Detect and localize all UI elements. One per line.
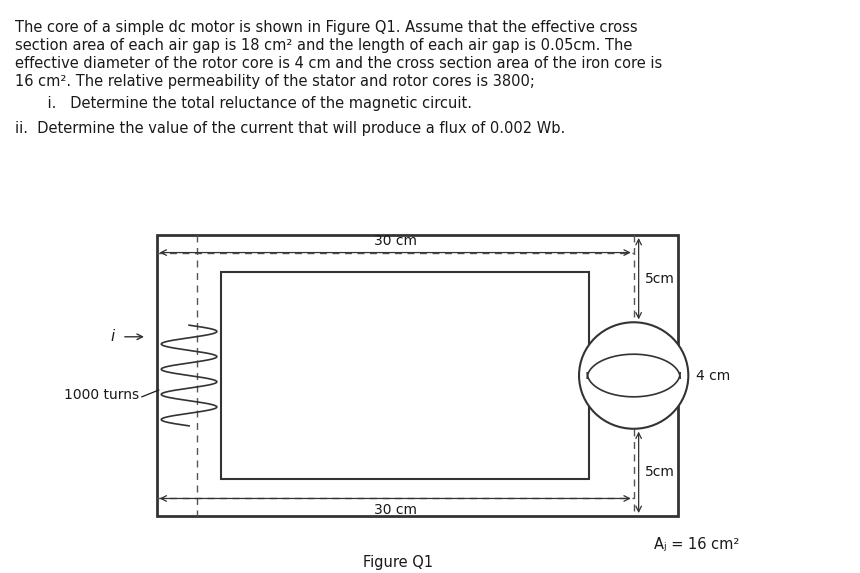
Text: i.   Determine the total reluctance of the magnetic circuit.: i. Determine the total reluctance of the… (28, 96, 471, 111)
Text: section area of each air gap is 18 cm² and the length of each air gap is 0.05cm.: section area of each air gap is 18 cm² a… (15, 38, 632, 53)
Text: Figure Q1: Figure Q1 (363, 555, 433, 570)
Text: 16 cm². The relative permeability of the stator and rotor cores is 3800;: 16 cm². The relative permeability of the… (15, 74, 535, 89)
Text: 5cm: 5cm (645, 465, 674, 480)
Text: 4 cm: 4 cm (697, 368, 730, 383)
Text: 30 cm: 30 cm (374, 503, 417, 517)
Bar (221, 272, 589, 479)
Text: i: i (111, 329, 115, 344)
Text: 5cm: 5cm (645, 272, 674, 286)
Circle shape (579, 322, 688, 429)
Text: ii.  Determine the value of the current that will produce a flux of 0.002 Wb.: ii. Determine the value of the current t… (15, 121, 565, 136)
Text: 30 cm: 30 cm (374, 234, 417, 248)
Text: 1000 turns: 1000 turns (64, 388, 139, 402)
Text: effective diameter of the rotor core is 4 cm and the cross section area of the i: effective diameter of the rotor core is … (15, 56, 662, 71)
Text: The core of a simple dc motor is shown in Figure Q1. Assume that the effective c: The core of a simple dc motor is shown i… (15, 20, 637, 35)
Bar (157, 235, 679, 516)
Text: Aⱼ = 16 cm²: Aⱼ = 16 cm² (654, 537, 739, 552)
